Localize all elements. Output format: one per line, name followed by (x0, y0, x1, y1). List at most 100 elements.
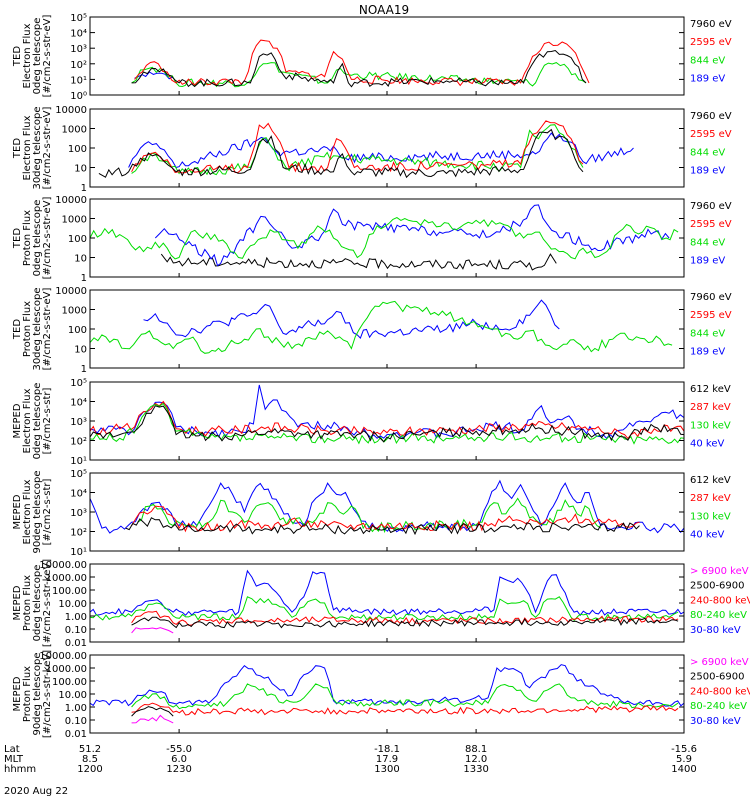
y-tick-label: 10.00 (58, 599, 87, 610)
series-line-189-ev (154, 204, 670, 267)
y-axis-label-line: [#/cm2-s-str-keV] (42, 650, 53, 738)
y-tick-label: 10 (74, 164, 87, 175)
legend-entry: 287 keV (690, 493, 731, 504)
y-axis-label-line: Electron Flux (22, 479, 33, 544)
series-line-844-ev (89, 300, 673, 354)
y-axis-label-line: 90deg telescope (32, 470, 43, 553)
x-row-label: hhmm (4, 764, 36, 775)
series-line-130-kev (89, 402, 685, 445)
y-axis-label-line: MEPED (12, 494, 23, 529)
y-tick-label: 10² (70, 437, 87, 448)
panel-frame (89, 289, 685, 369)
y-tick-label: 1000 (62, 306, 87, 317)
legend-entry: 2595 eV (690, 219, 732, 230)
legend-entry: 844 eV (690, 55, 725, 66)
y-tick-label: 10000 (55, 105, 87, 116)
series-line-80-240-kev (89, 596, 679, 622)
y-tick-label: 10¹ (70, 75, 87, 86)
y-axis-label: TEDElectron Flux0deg telescope[#/cm2-s-s… (12, 15, 53, 98)
y-tick-label: 1000.00 (46, 573, 87, 584)
series-line-287-kev (131, 505, 640, 533)
y-tick-label: 100 (68, 144, 87, 155)
y-tick-label: 10⁴ (70, 398, 87, 409)
y-tick-label: 1.00 (65, 612, 87, 623)
legend-entry: 7960 eV (690, 201, 732, 212)
series-line-844-ev (131, 124, 584, 176)
y-tick-label: 10000.00 (39, 651, 87, 662)
x-tick-label: 5.9 (676, 754, 692, 765)
x-tick-label: -55.0 (166, 744, 192, 755)
series-line-30-80-kev (89, 569, 685, 617)
x-row-label: MLT (4, 754, 24, 765)
legend-entry: 40 keV (690, 529, 724, 540)
y-axis-label: MEPEDElectron Flux0deg telescope[#/cm2-s… (12, 383, 53, 460)
y-tick-label: 10⁵ (70, 469, 87, 480)
y-axis-label-line: 0deg telescope (32, 383, 43, 460)
y-axis-label-line: 0deg telescope (32, 200, 43, 277)
legend-entry: 130 keV (690, 420, 731, 431)
y-tick-label: 10000 (55, 286, 87, 297)
y-tick-label: 1 (81, 273, 87, 284)
x-row-label: Lat (4, 744, 20, 755)
y-axis-label-line: Proton Flux (22, 301, 33, 357)
y-axis-label-line: Proton Flux (22, 210, 33, 266)
series-line-7960-ev (131, 49, 587, 88)
legend-entry: 130 keV (690, 511, 731, 522)
series-line-40-kev (89, 479, 685, 534)
y-axis-label-line: [#/cm2-s-str-keV] (42, 559, 53, 647)
series-line-130-kev (137, 497, 602, 534)
x-tick-label: 88.1 (465, 744, 487, 755)
y-axis-label-line: MEPED (12, 585, 23, 620)
y-axis-label-line: TED (12, 46, 23, 67)
y-tick-label: 100.00 (52, 677, 87, 688)
series-line-612-kev (89, 405, 685, 443)
y-tick-label: 1 (81, 364, 87, 375)
series-line-2500-6900 (131, 706, 174, 717)
panel-frame (89, 381, 685, 461)
y-axis-label-line: Electron Flux (22, 388, 33, 453)
y-tick-label: 10⁴ (70, 29, 87, 40)
y-tick-label: 10.00 (58, 690, 87, 701)
series-line-189-ev (128, 132, 634, 169)
legend-entry: 844 eV (690, 328, 725, 339)
legend-entry: 2595 eV (690, 129, 732, 140)
panel-5: 10¹ 10² 10³ 10⁴ 10⁵ MEPEDElectron Flux0deg te… (12, 378, 731, 467)
y-tick-label: 10¹ (70, 456, 87, 467)
legend-entry: 40 keV (690, 438, 724, 449)
panel-frame (89, 108, 685, 188)
panel-frame (89, 654, 685, 734)
x-tick-label: 12.0 (465, 754, 487, 765)
panel-6: 10¹ 10² 10³ 10⁴ 10⁵ MEPEDElectron Flux90deg t… (12, 469, 731, 558)
y-axis-label-line: [#/cm2-s-str-eV] (42, 15, 53, 98)
y-axis-label: TEDProton Flux0deg telescope[#/cm2-s-str… (12, 197, 53, 280)
y-axis-label: MEPEDElectron Flux90deg telescope[#/cm2-… (12, 470, 53, 553)
legend-entry: 844 eV (690, 147, 725, 158)
series-line-80-240-kev (131, 683, 679, 710)
y-axis-label-line: MEPED (12, 403, 23, 438)
y-axis-label-line: 90deg telescope (32, 652, 43, 735)
y-axis-label: TEDElectron Flux30deg telescope[#/cm2-s-… (12, 106, 53, 189)
series-line-7960-ev (160, 253, 557, 271)
series-line-240-800-kev (131, 702, 679, 716)
y-axis-label: MEPEDProton Flux0deg telescope[#/cm2-s-s… (12, 559, 53, 647)
y-tick-label: 10⁵ (70, 378, 87, 389)
y-tick-label: 1000.00 (46, 664, 87, 675)
y-tick-label: 1000 (62, 125, 87, 136)
series-line-2500-6900 (131, 616, 679, 629)
y-tick-label: 10000 (55, 195, 87, 206)
y-tick-label: 10 (74, 254, 87, 265)
series-line-612-kev (125, 517, 640, 536)
legend-entry: 30-80 keV (690, 716, 741, 727)
legend-entry: 844 eV (690, 237, 725, 248)
y-axis-label-line: Proton Flux (22, 666, 33, 722)
legend-entry: 2595 eV (690, 37, 732, 48)
legend-entry: 189 eV (690, 346, 725, 357)
y-tick-label: 1000 (62, 215, 87, 226)
y-tick-label: 10³ (70, 508, 87, 519)
series-line-2595-ev (134, 39, 590, 87)
y-axis-label-line: [#/cm2-s-str] (42, 478, 53, 545)
x-tick-label: 1200 (77, 764, 102, 775)
legend-entry: 612 keV (690, 384, 731, 395)
